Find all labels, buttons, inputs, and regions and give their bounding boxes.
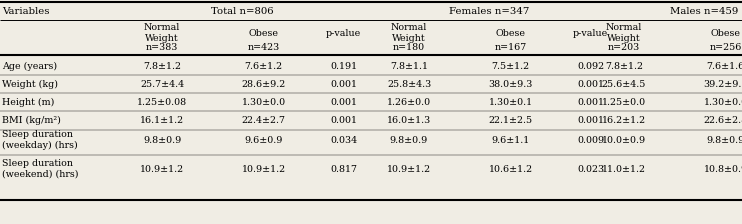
Text: 10.8±0.9: 10.8±0.9 — [703, 164, 742, 174]
Text: n=383: n=383 — [146, 43, 178, 52]
Text: 0.191: 0.191 — [330, 62, 357, 71]
Text: 9.6±0.9: 9.6±0.9 — [244, 136, 283, 144]
Text: 1.30±0.0: 1.30±0.0 — [703, 97, 742, 106]
Text: 28.6±9.2: 28.6±9.2 — [241, 80, 286, 88]
Text: 25.6±4.5: 25.6±4.5 — [602, 80, 646, 88]
Text: 10.9±1.2: 10.9±1.2 — [140, 164, 184, 174]
Text: 7.5±1.2: 7.5±1.2 — [491, 62, 530, 71]
Text: 1.30±0.0: 1.30±0.0 — [241, 97, 286, 106]
Text: 16.0±1.3: 16.0±1.3 — [387, 116, 431, 125]
Text: Normal
Weight: Normal Weight — [391, 23, 427, 43]
Text: n=423: n=423 — [247, 43, 280, 52]
Text: 0.001: 0.001 — [577, 97, 604, 106]
Text: 38.0±9.3: 38.0±9.3 — [488, 80, 533, 88]
Text: 10.9±1.2: 10.9±1.2 — [387, 164, 431, 174]
Text: 1.25±0.0: 1.25±0.0 — [602, 97, 646, 106]
Text: 0.817: 0.817 — [330, 164, 357, 174]
Text: Weight (kg): Weight (kg) — [2, 80, 58, 88]
Text: Obese: Obese — [496, 28, 525, 37]
Text: 7.8±1.2: 7.8±1.2 — [605, 62, 643, 71]
Text: Sleep duration
(weekday) (hrs): Sleep duration (weekday) (hrs) — [2, 130, 78, 150]
Text: 1.30±0.1: 1.30±0.1 — [488, 97, 533, 106]
Text: 16.1±1.2: 16.1±1.2 — [140, 116, 184, 125]
Text: n=167: n=167 — [494, 43, 527, 52]
Text: 25.8±4.3: 25.8±4.3 — [387, 80, 431, 88]
Text: 0.092: 0.092 — [577, 62, 604, 71]
Text: 0.001: 0.001 — [577, 80, 604, 88]
Text: Variables: Variables — [2, 6, 50, 15]
Text: 7.8±1.2: 7.8±1.2 — [143, 62, 181, 71]
Text: Males n=459: Males n=459 — [670, 6, 738, 15]
Text: p-value: p-value — [573, 28, 608, 37]
Text: 9.8±0.9: 9.8±0.9 — [143, 136, 181, 144]
Text: Normal
Weight: Normal Weight — [605, 23, 642, 43]
Text: Sleep duration
(weekend) (hrs): Sleep duration (weekend) (hrs) — [2, 159, 79, 179]
Text: Total n=806: Total n=806 — [211, 6, 273, 15]
Text: 0.001: 0.001 — [330, 116, 357, 125]
Text: 10.0±0.9: 10.0±0.9 — [602, 136, 646, 144]
Text: 11.0±1.2: 11.0±1.2 — [602, 164, 646, 174]
Text: 9.6±1.1: 9.6±1.1 — [491, 136, 530, 144]
Text: Age (years): Age (years) — [2, 61, 57, 71]
Text: 7.8±1.1: 7.8±1.1 — [390, 62, 428, 71]
Text: 25.7±4.4: 25.7±4.4 — [140, 80, 184, 88]
Text: n=180: n=180 — [393, 43, 425, 52]
Text: 0.009: 0.009 — [577, 136, 604, 144]
Text: 0.001: 0.001 — [330, 97, 357, 106]
Text: Females n=347: Females n=347 — [449, 6, 529, 15]
Text: 1.26±0.0: 1.26±0.0 — [387, 97, 431, 106]
Text: 10.6±1.2: 10.6±1.2 — [488, 164, 533, 174]
Text: 1.25±0.08: 1.25±0.08 — [137, 97, 187, 106]
Text: n=203: n=203 — [608, 43, 640, 52]
Text: Normal
Weight: Normal Weight — [144, 23, 180, 43]
Text: 0.034: 0.034 — [330, 136, 357, 144]
Text: Obese: Obese — [249, 28, 278, 37]
Text: 0.001: 0.001 — [577, 116, 604, 125]
Text: BMI (kg/m²): BMI (kg/m²) — [2, 115, 61, 125]
Text: 22.6±2.8: 22.6±2.8 — [703, 116, 742, 125]
Text: 0.023: 0.023 — [577, 164, 604, 174]
Text: 9.8±0.9: 9.8±0.9 — [706, 136, 742, 144]
Text: 22.1±2.5: 22.1±2.5 — [488, 116, 533, 125]
Text: 22.4±2.7: 22.4±2.7 — [241, 116, 286, 125]
Text: 7.6±1.2: 7.6±1.2 — [244, 62, 283, 71]
Text: 39.2±9.1: 39.2±9.1 — [703, 80, 742, 88]
Text: 16.2±1.2: 16.2±1.2 — [602, 116, 646, 125]
Text: 7.6±1.6: 7.6±1.6 — [706, 62, 742, 71]
Text: 0.001: 0.001 — [330, 80, 357, 88]
Text: n=256: n=256 — [709, 43, 742, 52]
Text: 10.9±1.2: 10.9±1.2 — [241, 164, 286, 174]
Text: 9.8±0.9: 9.8±0.9 — [390, 136, 428, 144]
Text: Obese: Obese — [711, 28, 741, 37]
Text: Height (m): Height (m) — [2, 97, 54, 107]
Text: p-value: p-value — [326, 28, 361, 37]
